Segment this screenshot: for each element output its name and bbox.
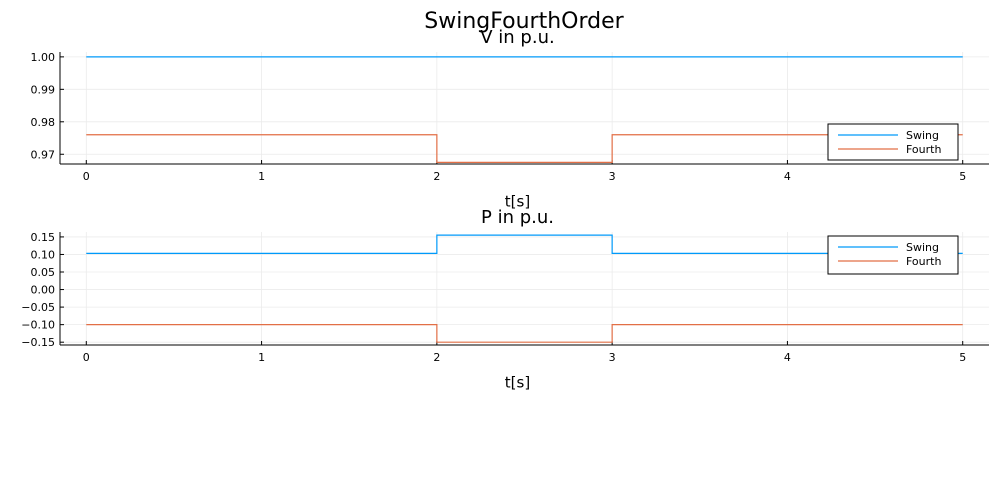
legend-label: Fourth <box>906 143 941 156</box>
legend: SwingFourth <box>827 235 959 275</box>
x-tick-label: 3 <box>609 170 616 183</box>
y-tick-label: 0.15 <box>31 231 56 244</box>
x-tick-label: 1 <box>258 351 265 364</box>
x-axis-label: t[s] <box>505 374 530 392</box>
y-tick-label: −0.10 <box>21 319 55 332</box>
series-line-swing <box>86 234 963 255</box>
y-tick-label: 1.00 <box>31 51 56 64</box>
series-line-fourth <box>86 134 963 163</box>
legend-label: Fourth <box>906 255 941 268</box>
legend: SwingFourth <box>827 123 959 161</box>
x-tick-label: 3 <box>609 351 616 364</box>
x-tick-label: 0 <box>83 351 90 364</box>
y-tick-label: 0.00 <box>31 284 56 297</box>
y-tick-label: 0.98 <box>31 116 56 129</box>
y-tick-label: 0.05 <box>31 266 56 279</box>
subplot-1: 0 1 2 3 4 5 0.97 0.98 0.99 1.00 V in p.u. t[s] Swing… <box>31 27 989 211</box>
legend-label: Swing <box>906 129 939 142</box>
x-tick-label: 2 <box>433 170 440 183</box>
legend-box <box>827 235 959 275</box>
subplot-2: 0 1 2 3 4 5 −0.15 −0.10 −0.05 0.00 0.05 0.10 0.15 P i… <box>21 207 989 392</box>
y-tick-label: 0.97 <box>31 148 56 161</box>
subplots: 0 1 2 3 4 5 0.97 0.98 0.99 1.00 V in p.u. t[s] Swing… <box>21 27 989 392</box>
legend-label: Swing <box>906 241 939 254</box>
subplot-title: V in p.u. <box>480 27 554 48</box>
figure-title: SwingFourthOrder <box>424 9 624 34</box>
y-tick-label: −0.05 <box>21 301 55 314</box>
series-line-fourth <box>86 324 963 343</box>
x-axis-label: t[s] <box>505 193 530 211</box>
x-tick-label: 4 <box>784 170 791 183</box>
y-tick-label: 0.10 <box>31 248 56 261</box>
legend-box <box>827 123 959 161</box>
x-tick-label: 5 <box>959 351 966 364</box>
x-tick-label: 4 <box>784 351 791 364</box>
x-tick-label: 5 <box>959 170 966 183</box>
y-tick-label: −0.15 <box>21 336 55 349</box>
x-tick-label: 1 <box>258 170 265 183</box>
y-tick-label: 0.99 <box>31 83 56 96</box>
subplot-title: P in p.u. <box>481 207 554 228</box>
x-tick-label: 0 <box>83 170 90 183</box>
x-tick-label: 2 <box>433 351 440 364</box>
